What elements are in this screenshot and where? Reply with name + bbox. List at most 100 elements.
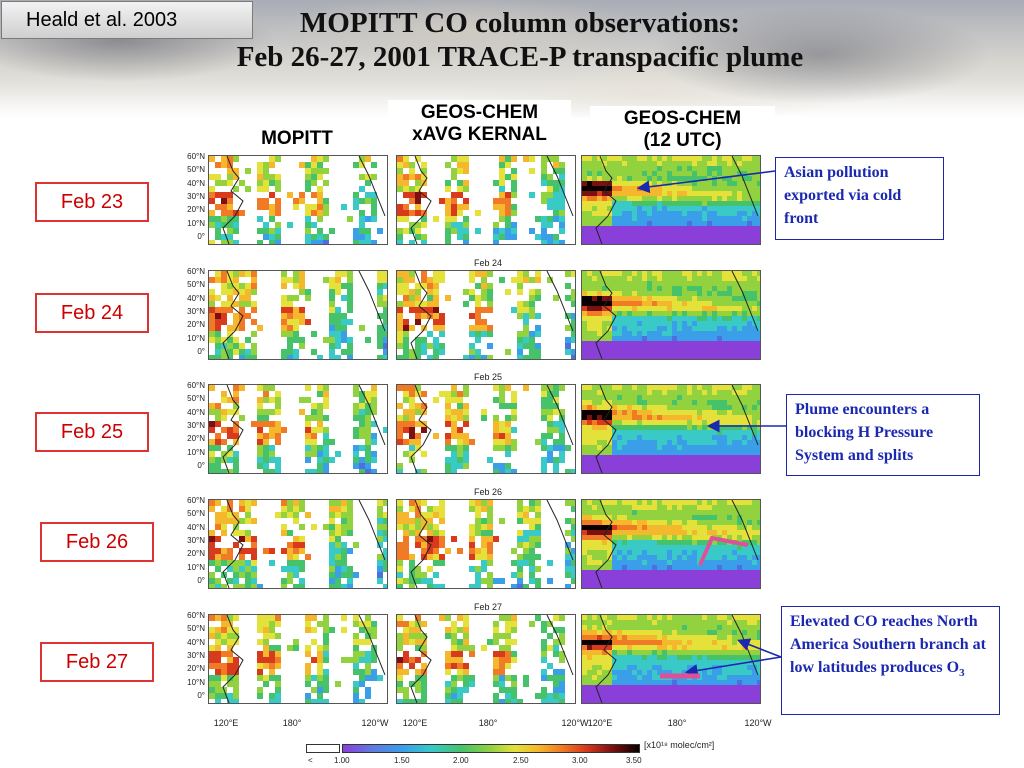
lat-label: 40°N — [187, 178, 205, 188]
colorbar — [342, 744, 640, 753]
column-header-geos-avg-line2: xAVG KERNAL — [412, 124, 547, 145]
column-header-geos-line2: (12 UTC) — [643, 130, 722, 151]
lon-label-180-2: 180° — [478, 718, 498, 728]
date-label-feb26: Feb 26 — [40, 522, 154, 562]
column-header-geos-avg: GEOS-CHEM xAVG KERNAL — [388, 100, 571, 158]
lat-label: 20°N — [187, 434, 205, 444]
date-label-feb27: Feb 27 — [40, 642, 154, 682]
lat-label: 30°N — [187, 306, 205, 316]
lat-label: 50°N — [187, 280, 205, 290]
geos-avg-kernel-map — [396, 270, 576, 360]
lat-label: 20°N — [187, 320, 205, 330]
lat-label: 10°N — [187, 677, 205, 687]
lon-label-120w-2: 120°W — [561, 718, 589, 728]
geos-chem-map — [581, 155, 761, 245]
lat-label: 0° — [197, 231, 205, 241]
split-branch-marker — [698, 535, 749, 566]
lat-label: 60°N — [187, 611, 205, 620]
column-header-geos-avg-line1: GEOS-CHEM — [420, 102, 539, 123]
geos-avg-kernel-map — [396, 384, 576, 474]
colorbar-below-range — [306, 744, 340, 753]
lat-label: 60°N — [187, 267, 205, 276]
column-header-mopitt: MOPITT — [232, 128, 362, 150]
column-header-mopitt-text: MOPITT — [261, 128, 333, 149]
date-label-feb23: Feb 23 — [35, 182, 149, 222]
slide-title: MOPITT CO column observations: Feb 26-27… — [170, 6, 870, 74]
lat-label: 20°N — [187, 549, 205, 559]
lat-label: 10°N — [187, 333, 205, 343]
title-line-2: Feb 26-27, 2001 TRACE-P transpacific plu… — [236, 41, 804, 73]
colorbar-tick-1: 1.00 — [334, 756, 350, 765]
lat-label: 50°N — [187, 165, 205, 175]
mopitt-map — [208, 384, 388, 474]
lat-label: 0° — [197, 690, 205, 700]
lon-label-180-1: 180° — [282, 718, 302, 728]
colorbar-tick-5: 3.00 — [572, 756, 588, 765]
geos-chem-map — [581, 614, 761, 704]
mopitt-map — [208, 270, 388, 360]
geos-avg-kernel-map — [396, 614, 576, 704]
note-asian-pollution: Asian pollution exported via cold front — [775, 157, 944, 240]
lat-label: 50°N — [187, 624, 205, 634]
lon-label-120e-3: 120°E — [587, 718, 613, 728]
panel-day-label: Feb 27 — [473, 602, 503, 612]
arrow-north-america — [737, 638, 782, 658]
lon-label-120w-1: 120°W — [361, 718, 389, 728]
lat-label: 0° — [197, 575, 205, 585]
geos-chem-map — [581, 499, 761, 589]
lon-label-120w-3: 120°W — [744, 718, 772, 728]
note-elevated-subscript: 3 — [959, 667, 965, 680]
note-elevated-co: Elevated CO reaches North America Southe… — [781, 606, 1000, 715]
lat-label: 0° — [197, 460, 205, 470]
colorbar-lt-label: < — [308, 756, 313, 765]
lat-label: 20°N — [187, 664, 205, 674]
lat-label: 40°N — [187, 293, 205, 303]
lon-label-120e-1: 120°E — [213, 718, 239, 728]
lat-label: 30°N — [187, 191, 205, 201]
colorbar-unit: [x10¹⁸ molec/cm²] — [644, 740, 715, 750]
lat-label: 20°N — [187, 205, 205, 215]
lat-label: 40°N — [187, 407, 205, 417]
lat-label: 60°N — [187, 381, 205, 390]
mopitt-map — [208, 499, 388, 589]
panel-day-label: Feb 25 — [473, 372, 503, 382]
colorbar-tick-4: 2.50 — [513, 756, 529, 765]
geos-chem-map — [581, 384, 761, 474]
geos-avg-kernel-map — [396, 499, 576, 589]
title-line-1: MOPITT CO column observations: — [299, 7, 741, 39]
lat-label: 30°N — [187, 650, 205, 660]
lat-label: 10°N — [187, 218, 205, 228]
lat-label: 30°N — [187, 420, 205, 430]
lat-label: 60°N — [187, 152, 205, 161]
note-elevated-line1: Elevated CO reaches North America — [790, 613, 978, 653]
lon-label-120e-2: 120°E — [402, 718, 428, 728]
mopitt-map — [208, 155, 388, 245]
lat-label: 50°N — [187, 509, 205, 519]
mopitt-map — [208, 614, 388, 704]
colorbar-tick-3: 2.00 — [453, 756, 469, 765]
date-label-feb25: Feb 25 — [35, 412, 149, 452]
lat-label: 60°N — [187, 496, 205, 505]
arrow-asian — [636, 170, 776, 194]
note-elevated-line2: Southern branch at low latitudes produce… — [790, 636, 986, 676]
lat-label: 30°N — [187, 535, 205, 545]
date-label-feb24: Feb 24 — [35, 293, 149, 333]
lat-label: 10°N — [187, 447, 205, 457]
arrow-southern-branch — [684, 656, 782, 677]
lat-label: 40°N — [187, 522, 205, 532]
colorbar-tick-6: 3.50 — [626, 756, 642, 765]
panel-day-label: Feb 24 — [473, 258, 503, 268]
column-header-geos-line1: GEOS-CHEM — [623, 108, 742, 129]
lat-label: 50°N — [187, 394, 205, 404]
geos-avg-kernel-map — [396, 155, 576, 245]
geos-chem-map — [581, 270, 761, 360]
note-blocking-high: Plume encounters a blocking H Pressure S… — [786, 394, 980, 476]
panel-day-label: Feb 26 — [473, 487, 503, 497]
lon-label-180-3: 180° — [667, 718, 687, 728]
citation-label: Heald et al. 2003 — [1, 1, 253, 39]
colorbar-tick-2: 1.50 — [394, 756, 410, 765]
lat-label: 40°N — [187, 637, 205, 647]
lat-label: 10°N — [187, 562, 205, 572]
